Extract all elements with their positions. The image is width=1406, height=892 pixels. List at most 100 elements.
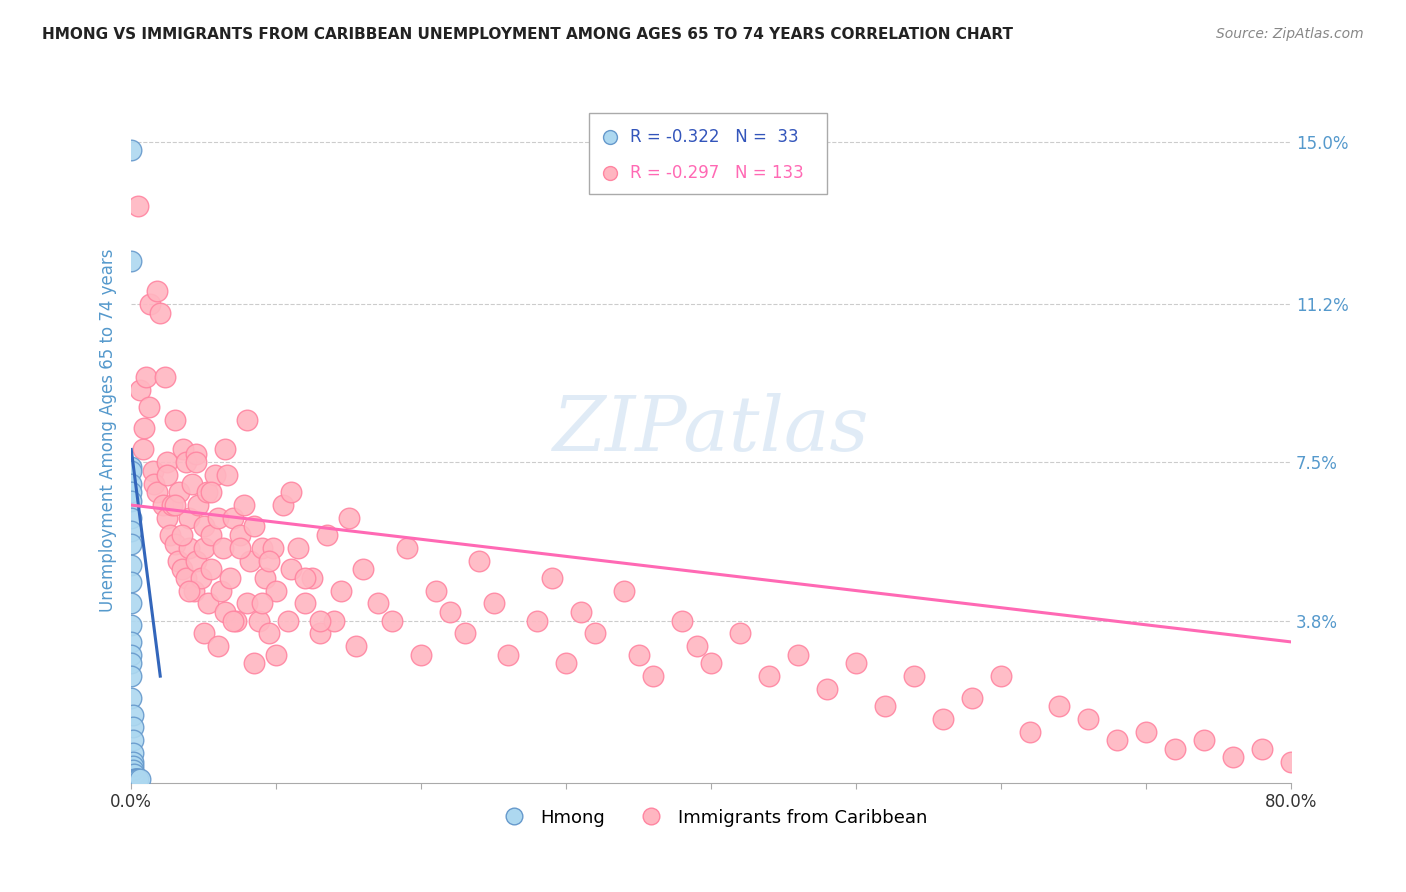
Point	[120, 635, 142, 649]
Point	[153, 369, 176, 384]
Point	[323, 614, 346, 628]
Y-axis label: Unemployment Among Ages 65 to 74 years: Unemployment Among Ages 65 to 74 years	[100, 249, 117, 612]
Point	[176, 455, 198, 469]
Point	[367, 596, 389, 610]
Point	[337, 511, 360, 525]
Point	[134, 421, 156, 435]
Point	[222, 511, 245, 525]
Point	[149, 305, 172, 319]
FancyBboxPatch shape	[589, 112, 827, 194]
Point	[159, 528, 181, 542]
Point	[193, 519, 215, 533]
Point	[120, 617, 142, 632]
Point	[262, 541, 284, 555]
Point	[129, 383, 152, 397]
Point	[316, 528, 339, 542]
Point	[120, 254, 142, 268]
Point	[167, 485, 190, 500]
Point	[128, 199, 150, 213]
Text: HMONG VS IMMIGRANTS FROM CARIBBEAN UNEMPLOYMENT AMONG AGES 65 TO 74 YEARS CORREL: HMONG VS IMMIGRANTS FROM CARIBBEAN UNEMP…	[42, 27, 1014, 42]
Point	[120, 476, 142, 491]
Point	[211, 541, 233, 555]
Point	[138, 400, 160, 414]
Point	[1222, 750, 1244, 764]
Point	[214, 442, 236, 457]
Point	[181, 476, 204, 491]
Point	[222, 614, 245, 628]
Point	[152, 498, 174, 512]
Point	[264, 648, 287, 662]
Point	[186, 447, 208, 461]
Point	[121, 746, 143, 760]
Point	[236, 412, 259, 426]
Point	[120, 648, 142, 662]
Point	[1077, 712, 1099, 726]
Point	[1279, 755, 1302, 769]
Point	[179, 583, 201, 598]
Point	[120, 669, 142, 683]
Point	[214, 605, 236, 619]
Point	[120, 558, 142, 572]
Point	[1019, 724, 1042, 739]
Point	[280, 562, 302, 576]
Point	[758, 669, 780, 683]
Point	[160, 498, 183, 512]
Point	[526, 614, 548, 628]
Point	[156, 455, 179, 469]
Point	[932, 712, 955, 726]
Point	[156, 511, 179, 525]
Point	[264, 583, 287, 598]
Point	[344, 639, 367, 653]
Point	[120, 536, 142, 550]
Point	[815, 681, 838, 696]
Point	[120, 575, 142, 590]
Point	[193, 541, 215, 555]
Point	[132, 442, 155, 457]
Point	[787, 648, 810, 662]
Point	[569, 605, 592, 619]
Point	[1047, 699, 1070, 714]
Point	[172, 442, 194, 457]
Point	[120, 690, 142, 705]
Point	[179, 511, 201, 525]
Point	[120, 596, 142, 610]
Point	[395, 541, 418, 555]
Point	[170, 562, 193, 576]
Point	[121, 759, 143, 773]
Point	[308, 626, 330, 640]
Point	[555, 657, 578, 671]
Point	[352, 562, 374, 576]
Point	[1251, 742, 1274, 756]
Point	[700, 657, 723, 671]
Point	[294, 571, 316, 585]
Point	[190, 571, 212, 585]
Point	[121, 733, 143, 747]
Point	[195, 485, 218, 500]
Point	[120, 524, 142, 538]
Point	[120, 143, 142, 157]
Point	[204, 468, 226, 483]
Point	[146, 485, 169, 500]
Point	[273, 498, 295, 512]
Point	[540, 571, 562, 585]
Point	[1164, 742, 1187, 756]
Point	[243, 519, 266, 533]
Point	[627, 648, 650, 662]
Point	[209, 583, 232, 598]
Point	[287, 541, 309, 555]
Point	[207, 639, 229, 653]
Point	[193, 626, 215, 640]
Point	[381, 614, 404, 628]
Legend: Hmong, Immigrants from Caribbean: Hmong, Immigrants from Caribbean	[488, 802, 934, 834]
Point	[166, 554, 188, 568]
Point	[179, 541, 201, 555]
Point	[186, 554, 208, 568]
Point	[845, 657, 868, 671]
Point	[277, 614, 299, 628]
Point	[243, 657, 266, 671]
Point	[225, 614, 247, 628]
Point	[482, 596, 505, 610]
Point	[124, 772, 146, 786]
Point	[257, 626, 280, 640]
Point	[1135, 724, 1157, 739]
